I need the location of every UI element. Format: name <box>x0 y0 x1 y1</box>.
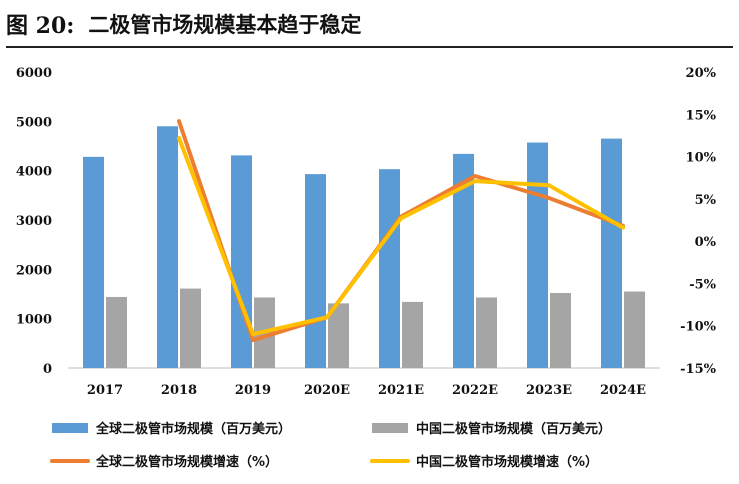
china-market-bar <box>328 303 349 368</box>
y-right-tick-label: 0% <box>695 235 717 250</box>
x-tick-label: 2024E <box>600 383 646 398</box>
x-tick-label: 2019 <box>235 383 271 398</box>
x-tick-label: 2018 <box>161 383 197 398</box>
legend-china-growth-label: 中国二极管市场规模增速（%） <box>416 454 598 470</box>
legend-china-market-swatch <box>372 423 408 433</box>
plot-area: 0 1000 2000 3000 4000 5000 6000 -15% -10% -5% 0% 5… <box>16 66 717 398</box>
title-divider <box>6 46 733 48</box>
legend-global-market-label: 全球二极管市场规模（百万美元） <box>95 421 291 437</box>
global-market-bar <box>527 142 548 368</box>
y-left-tick-label: 5000 <box>16 115 52 130</box>
y-right-tick-label: -15% <box>680 362 716 377</box>
global-market-bar <box>305 174 326 368</box>
global-market-bar <box>379 169 400 368</box>
figure-number: 图 20: <box>6 13 75 39</box>
legend-global-market-swatch <box>52 423 88 433</box>
x-tick-label: 2017 <box>87 383 123 398</box>
global-market-bar <box>231 155 252 368</box>
y-left-tick-label: 0 <box>43 362 52 377</box>
legend: 全球二极管市场规模（百万美元） 中国二极管市场规模（百万美元） 全球二极管市场规模增… <box>50 421 611 470</box>
y-right-tick-label: 5% <box>695 193 717 208</box>
bars <box>83 126 645 369</box>
legend-china-market-label: 中国二极管市场规模（百万美元） <box>416 421 611 437</box>
global-market-bar <box>157 126 178 369</box>
china-market-bar <box>476 297 497 368</box>
x-tick-label: 2023E <box>526 383 572 398</box>
y-right-tick-label: 15% <box>686 108 717 123</box>
y-right-tick-label: 10% <box>686 151 717 166</box>
x-tick-label: 2020E <box>304 383 350 398</box>
figure-title: 图 20: 二极管市场规模基本趋于稳定 <box>6 4 733 44</box>
x-tick-label: 2022E <box>452 383 498 398</box>
global-market-bar <box>601 138 622 368</box>
y-left-tick-label: 6000 <box>16 66 52 81</box>
y-right-ticks: -15% -10% -5% 0% 5% 10% 15% 20% <box>680 66 716 377</box>
china-market-bar <box>106 296 127 368</box>
china-market-bar <box>624 291 645 368</box>
legend-global-growth-label: 全球二极管市场规模增速（%） <box>95 454 278 470</box>
figure-title-text: 二极管市场规模基本趋于稳定 <box>88 13 362 37</box>
y-left-ticks: 0 1000 2000 3000 4000 5000 6000 <box>16 66 52 377</box>
y-left-tick-label: 3000 <box>16 214 52 229</box>
china-growth-line <box>177 136 625 337</box>
y-left-tick-label: 2000 <box>16 263 52 278</box>
china-market-bar <box>550 293 571 368</box>
x-tick-label: 2021E <box>378 383 424 398</box>
y-left-tick-label: 1000 <box>16 313 52 328</box>
x-ticks: 2017 2018 2019 2020E 2021E 2022E 2023E 2024E <box>87 383 646 398</box>
y-right-tick-label: -10% <box>680 320 716 335</box>
y-left-tick-label: 4000 <box>16 165 52 180</box>
y-right-tick-label: -5% <box>689 277 716 292</box>
global-market-bar <box>83 156 104 368</box>
china-market-bar <box>180 288 201 368</box>
china-market-bar <box>402 301 423 368</box>
y-right-tick-label: 20% <box>686 66 717 81</box>
global-market-bar <box>453 153 474 368</box>
lines <box>177 119 625 343</box>
